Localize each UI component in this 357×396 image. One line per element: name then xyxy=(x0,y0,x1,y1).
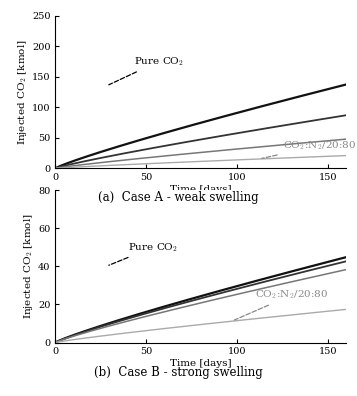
Y-axis label: Injected CO$_2$ [kmol]: Injected CO$_2$ [kmol] xyxy=(16,39,29,145)
Y-axis label: Injected CO$_2$ [kmol]: Injected CO$_2$ [kmol] xyxy=(22,213,35,319)
Text: Pure CO$_2$: Pure CO$_2$ xyxy=(109,241,178,265)
Text: CO$_2$:N$_2$/20:80: CO$_2$:N$_2$/20:80 xyxy=(234,289,328,320)
X-axis label: Time [days]: Time [days] xyxy=(170,185,232,194)
Text: (a)  Case A - weak swelling: (a) Case A - weak swelling xyxy=(98,191,259,204)
Text: Pure CO$_2$: Pure CO$_2$ xyxy=(109,55,184,85)
Text: CO$_2$:N$_2$/20:80: CO$_2$:N$_2$/20:80 xyxy=(262,139,356,158)
Text: (b)  Case B - strong swelling: (b) Case B - strong swelling xyxy=(94,366,263,379)
X-axis label: Time [days]: Time [days] xyxy=(170,359,232,368)
